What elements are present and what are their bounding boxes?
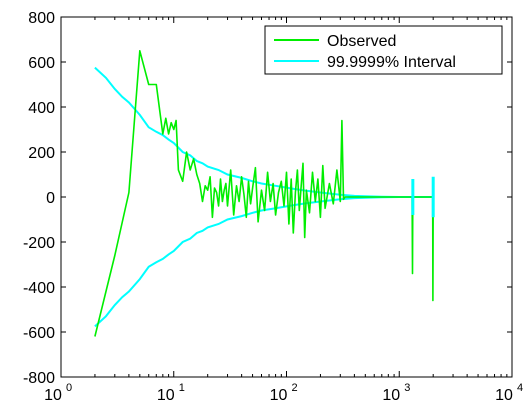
interval-upper-line <box>94 66 434 198</box>
x-tick-exponent: 3 <box>404 382 410 394</box>
y-tick-label: 400 <box>28 100 55 117</box>
y-tick-label: 600 <box>28 55 55 72</box>
y-tick-label: 200 <box>28 145 55 162</box>
x-tick-label: 10 <box>495 387 513 404</box>
x-tick-label: 10 <box>270 387 288 404</box>
x-tick-exponent: 1 <box>179 382 185 394</box>
y-tick-label: 0 <box>46 190 55 207</box>
y-tick-label: -200 <box>23 235 55 252</box>
y-tick-label: -400 <box>23 280 55 297</box>
y-tick-label: -600 <box>23 325 55 342</box>
legend: Observed 99.9999% Interval <box>264 25 503 75</box>
x-tick-label: 10 <box>44 387 62 404</box>
legend-label-0: Observed <box>327 33 396 50</box>
y-tick-label: 800 <box>28 10 55 27</box>
series-layer <box>94 49 436 337</box>
y-tick-label: -800 <box>23 370 55 387</box>
x-tick-label: 10 <box>382 387 400 404</box>
interval-lower-line <box>94 196 434 328</box>
x-tick-exponent: 2 <box>292 382 298 394</box>
x-tick-exponent: 4 <box>517 382 523 394</box>
x-tick-exponent: 0 <box>66 382 72 394</box>
observed-line <box>94 49 436 337</box>
legend-box <box>264 25 503 75</box>
legend-label-1: 99.9999% Interval <box>327 54 456 71</box>
x-tick-label: 10 <box>157 387 175 404</box>
